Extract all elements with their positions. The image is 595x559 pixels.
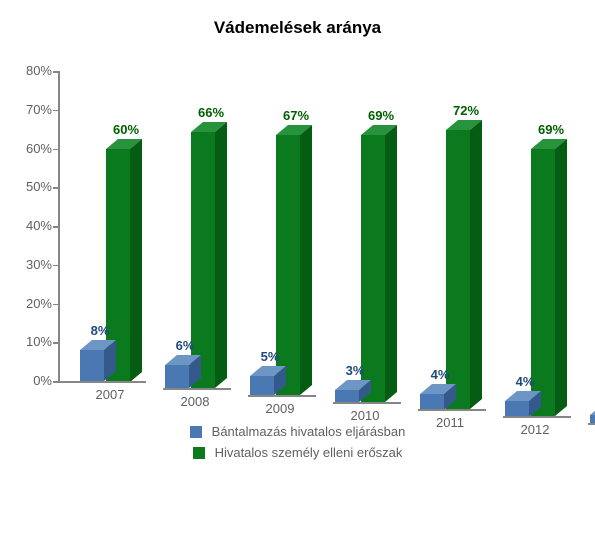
y-tick-mark	[53, 187, 58, 189]
chart-title: Vádemelések aránya	[0, 0, 595, 46]
category-label: 2009	[246, 401, 314, 416]
bar-top	[590, 405, 595, 415]
bar-side	[555, 139, 567, 416]
bar-side	[215, 122, 227, 388]
group-baseline	[418, 409, 486, 411]
y-tick-mark	[53, 381, 58, 383]
bar-value-label: 67%	[272, 108, 320, 123]
legend-label: Hivatalos személy elleni erőszak	[215, 445, 403, 460]
bar-value-label: 5%	[246, 349, 294, 364]
y-tick-mark	[53, 149, 58, 151]
y-tick-mark	[53, 110, 58, 112]
y-tick-label: 0%	[0, 373, 52, 388]
bar-value-label: 8%	[76, 323, 124, 338]
y-tick-label: 60%	[0, 141, 52, 156]
y-tick-mark	[53, 342, 58, 344]
bar-front	[165, 365, 189, 388]
bar-value-label: 66%	[187, 105, 235, 120]
legend-label: Bántalmazás hivatalos eljárásban	[212, 424, 406, 439]
bar-side	[300, 125, 312, 395]
y-tick-label: 10%	[0, 334, 52, 349]
bar-front	[505, 401, 529, 417]
bar-side	[470, 120, 482, 409]
y-tick-label: 70%	[0, 102, 52, 117]
legend-swatch	[190, 426, 202, 438]
bar-front	[361, 135, 385, 402]
bar: 4%	[505, 391, 541, 417]
y-tick-label: 50%	[0, 179, 52, 194]
bar-front	[335, 390, 359, 402]
legend-item: Bántalmazás hivatalos eljárásban	[0, 424, 595, 439]
y-tick-label: 40%	[0, 218, 52, 233]
y-tick-mark	[53, 304, 58, 306]
group-baseline	[78, 381, 146, 383]
bar-value-label: 69%	[357, 108, 405, 123]
bar-side	[130, 139, 142, 382]
y-tick-mark	[53, 71, 58, 73]
bar-value-label: 60%	[102, 122, 150, 137]
legend: Bántalmazás hivatalos eljárásban Hivatalo…	[0, 418, 595, 466]
legend-swatch	[193, 447, 205, 459]
group-baseline	[248, 395, 316, 397]
bar: 3%	[335, 380, 371, 402]
bar: 5%	[250, 366, 286, 395]
bar-front	[420, 394, 444, 410]
bar: 8%	[80, 340, 116, 381]
group-baseline	[333, 402, 401, 404]
bar-front	[250, 376, 274, 395]
y-tick-label: 30%	[0, 257, 52, 272]
bar: 4%	[420, 384, 456, 410]
bar-value-label: 4%	[501, 374, 549, 389]
y-tick-label: 20%	[0, 296, 52, 311]
bar: 69%	[361, 125, 397, 402]
bar-value-label: 4%	[416, 367, 464, 382]
chart-area: 0% 10% 20% 30% 40% 50% 60% 70% 80% 60% 8% 66% 6% 67%…	[0, 46, 595, 476]
bar-value-label: 6%	[161, 338, 209, 353]
y-tick-mark	[53, 265, 58, 267]
category-label: 2007	[76, 387, 144, 402]
bar-front	[80, 350, 104, 381]
bar-side	[385, 125, 397, 402]
group-baseline	[163, 388, 231, 390]
plot-area: 60%8%66%6%67%5%69%3%72%4%69%4%71%2%	[58, 71, 578, 470]
bar-value-label: 69%	[527, 122, 575, 137]
bar-value-label: 2%	[586, 388, 595, 403]
category-label: 2008	[161, 394, 229, 409]
bar-value-label: 72%	[442, 103, 490, 118]
legend-item: Hivatalos személy elleni erőszak	[0, 445, 595, 460]
y-tick-mark	[53, 226, 58, 228]
y-tick-label: 80%	[0, 63, 52, 78]
bar: 6%	[165, 355, 201, 388]
bar-value-label: 3%	[331, 363, 379, 378]
